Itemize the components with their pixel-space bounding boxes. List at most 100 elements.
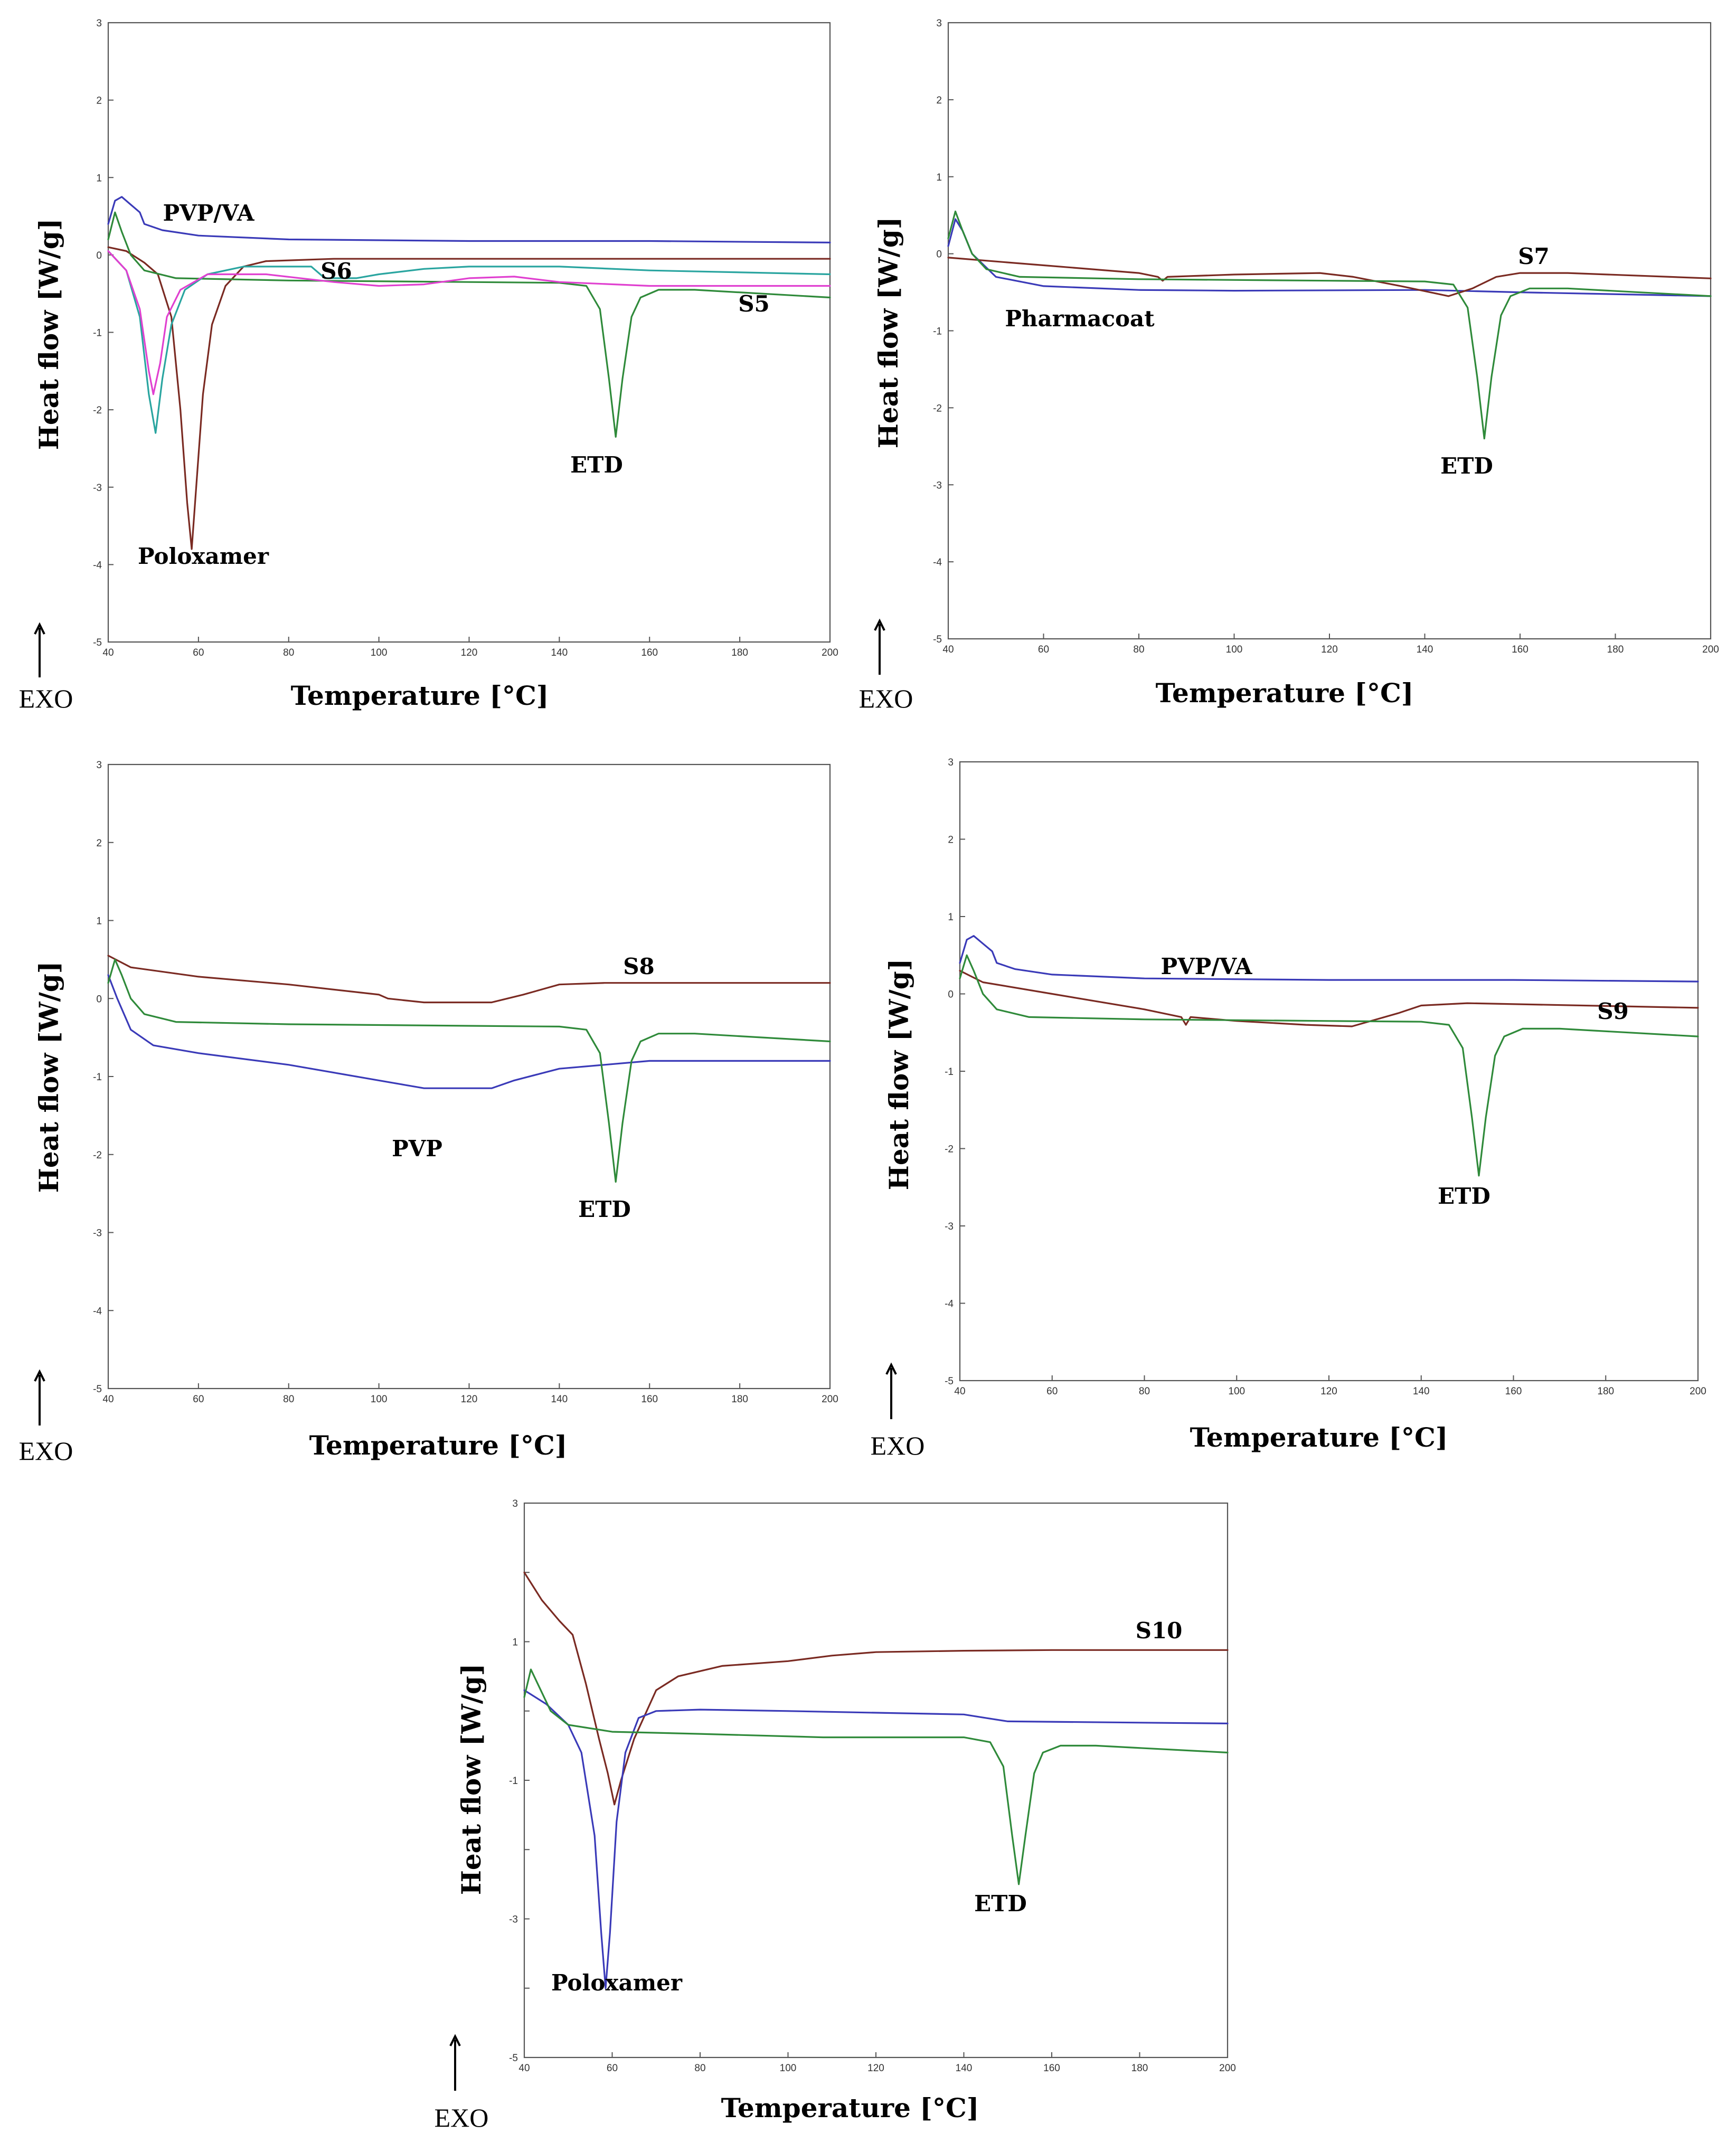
x-tick-label: 180 <box>1131 2063 1148 2074</box>
x-tick-label: 80 <box>283 1394 294 1405</box>
x-tick-label: 140 <box>1417 644 1433 655</box>
y-tick-label: -4 <box>945 1299 954 1310</box>
y-tick-label: -2 <box>945 1144 954 1155</box>
x-tick-label: 80 <box>283 647 294 658</box>
x-tick-label: 200 <box>1702 644 1719 655</box>
y-tick-label: 0 <box>96 994 102 1005</box>
exo-arrowhead-icon <box>449 2034 461 2046</box>
y-tick-label: -4 <box>93 560 102 571</box>
dsc-panel-p5: 40 60 80 100 120 140 160 180 200 3 1 -1 -3 -5 Temperat… <box>435 1498 1236 2132</box>
y-tick-label: 3 <box>936 18 942 29</box>
y-tick-label: 0 <box>96 250 102 261</box>
x-tick-label: 100 <box>371 1394 388 1405</box>
y-tick-label: 3 <box>96 760 102 771</box>
x-tick-label: 120 <box>1320 1386 1337 1397</box>
x-tick-label: 100 <box>1228 1386 1245 1397</box>
dsc-panel-p4: 40 60 80 100 120 140 160 180 200 3 2 1 0 -1 -2 -3 -4 -5 Te… <box>871 757 1706 1460</box>
x-tick-label: 140 <box>551 1394 568 1405</box>
x-tick-label: 140 <box>551 647 568 658</box>
x-tick-label: 40 <box>942 644 954 655</box>
series-line-pvp-va <box>959 934 1699 983</box>
exo-label: EXO <box>435 2103 489 2132</box>
y-tick-label: -3 <box>93 483 102 494</box>
series-line-etd <box>107 211 831 438</box>
y-tick-label: 2 <box>96 838 102 849</box>
x-tick-label: 200 <box>822 1394 838 1405</box>
series-line-etd <box>523 1668 1229 1885</box>
series-label-s7: S7 <box>1518 243 1550 269</box>
x-axis-title: Temperature [°C] <box>721 2092 979 2123</box>
series-label-etd: ETD <box>570 452 623 478</box>
series-line-etd <box>107 958 831 1183</box>
series-line-etd <box>959 954 1699 1177</box>
y-tick-label: 1 <box>948 912 954 923</box>
x-tick-label: 160 <box>1043 2063 1060 2074</box>
x-tick-label: 60 <box>193 647 204 658</box>
x-tick-label: 200 <box>1219 2063 1236 2074</box>
x-tick-label: 60 <box>193 1394 204 1405</box>
series-line-s9 <box>959 969 1699 1027</box>
y-tick-label: -1 <box>93 1072 102 1083</box>
x-axis-title: Temperature [°C] <box>291 680 549 711</box>
y-tick-label: -1 <box>933 326 942 337</box>
y-axis-title: Heat flow [W/g] <box>33 219 64 450</box>
x-tick-label: 160 <box>641 647 658 658</box>
x-tick-label: 160 <box>1512 644 1529 655</box>
y-tick-label: 1 <box>512 1637 518 1648</box>
series-label-s8: S8 <box>623 954 655 979</box>
series-label-etd: ETD <box>578 1196 631 1222</box>
series-label-poloxamer: Poloxamer <box>138 543 269 569</box>
plot-frame <box>959 761 1699 1382</box>
series-label-etd: ETD <box>1438 1183 1490 1209</box>
series-line-poloxamer <box>523 1689 1229 1989</box>
y-tick-label: 1 <box>936 172 942 183</box>
x-tick-label: 40 <box>102 1394 114 1405</box>
x-tick-label: 120 <box>867 2063 884 2074</box>
y-axis-title: Heat flow [W/g] <box>33 961 64 1193</box>
dsc-panel-p3: 40 60 80 100 120 140 160 180 200 3 2 1 0 -1 -2 -3 -4 -5 Te… <box>19 760 838 1466</box>
exo-label: EXO <box>871 1431 925 1460</box>
x-tick-label: 100 <box>371 647 388 658</box>
y-tick-label: -3 <box>509 1914 518 1925</box>
exo-label: EXO <box>19 1436 73 1466</box>
x-tick-label: 200 <box>1690 1386 1706 1397</box>
x-tick-label: 120 <box>461 647 478 658</box>
y-tick-label: 0 <box>948 989 954 1000</box>
x-tick-label: 180 <box>731 1394 748 1405</box>
series-line-s6 <box>107 250 831 395</box>
series-line-s5 <box>107 250 831 434</box>
series-line-s8 <box>107 955 831 1004</box>
y-tick-label: 1 <box>96 916 102 927</box>
series-label-s6: S6 <box>320 258 352 284</box>
series-line-s10 <box>523 1571 1229 1806</box>
series-line-s7 <box>947 257 1712 297</box>
series-label-pvp: PVP <box>392 1136 442 1162</box>
x-tick-label: 40 <box>518 2063 530 2074</box>
series-label-pharmacoat: Pharmacoat <box>1005 306 1155 332</box>
series-label-s9: S9 <box>1597 998 1629 1024</box>
series-label-s10: S10 <box>1136 1618 1183 1644</box>
x-tick-label: 160 <box>1505 1386 1522 1397</box>
y-tick-label: 3 <box>96 18 102 29</box>
y-tick-label: -4 <box>93 1306 102 1317</box>
x-tick-label: 120 <box>461 1394 478 1405</box>
exo-arrowhead-icon <box>874 618 885 631</box>
x-tick-label: 180 <box>1607 644 1624 655</box>
exo-arrowhead-icon <box>34 622 45 635</box>
x-tick-label: 80 <box>1133 644 1144 655</box>
exo-arrowhead-icon <box>34 1369 45 1382</box>
x-tick-label: 160 <box>641 1394 658 1405</box>
x-tick-label: 140 <box>1413 1386 1430 1397</box>
x-tick-label: 200 <box>822 647 838 658</box>
y-tick-label: -5 <box>933 634 942 645</box>
series-label-pvp-va: PVP/VA <box>163 200 254 226</box>
series-line-poloxamer <box>107 246 831 550</box>
x-axis-title: Temperature [°C] <box>1156 677 1414 709</box>
y-tick-label: -5 <box>509 2053 518 2064</box>
y-tick-label: -3 <box>93 1228 102 1239</box>
series-line-pharmacoat <box>947 218 1712 297</box>
y-tick-label: -5 <box>945 1376 954 1387</box>
y-tick-label: -1 <box>509 1776 518 1787</box>
series-label-s5: S5 <box>738 291 770 317</box>
series-line-pvp <box>107 974 831 1089</box>
